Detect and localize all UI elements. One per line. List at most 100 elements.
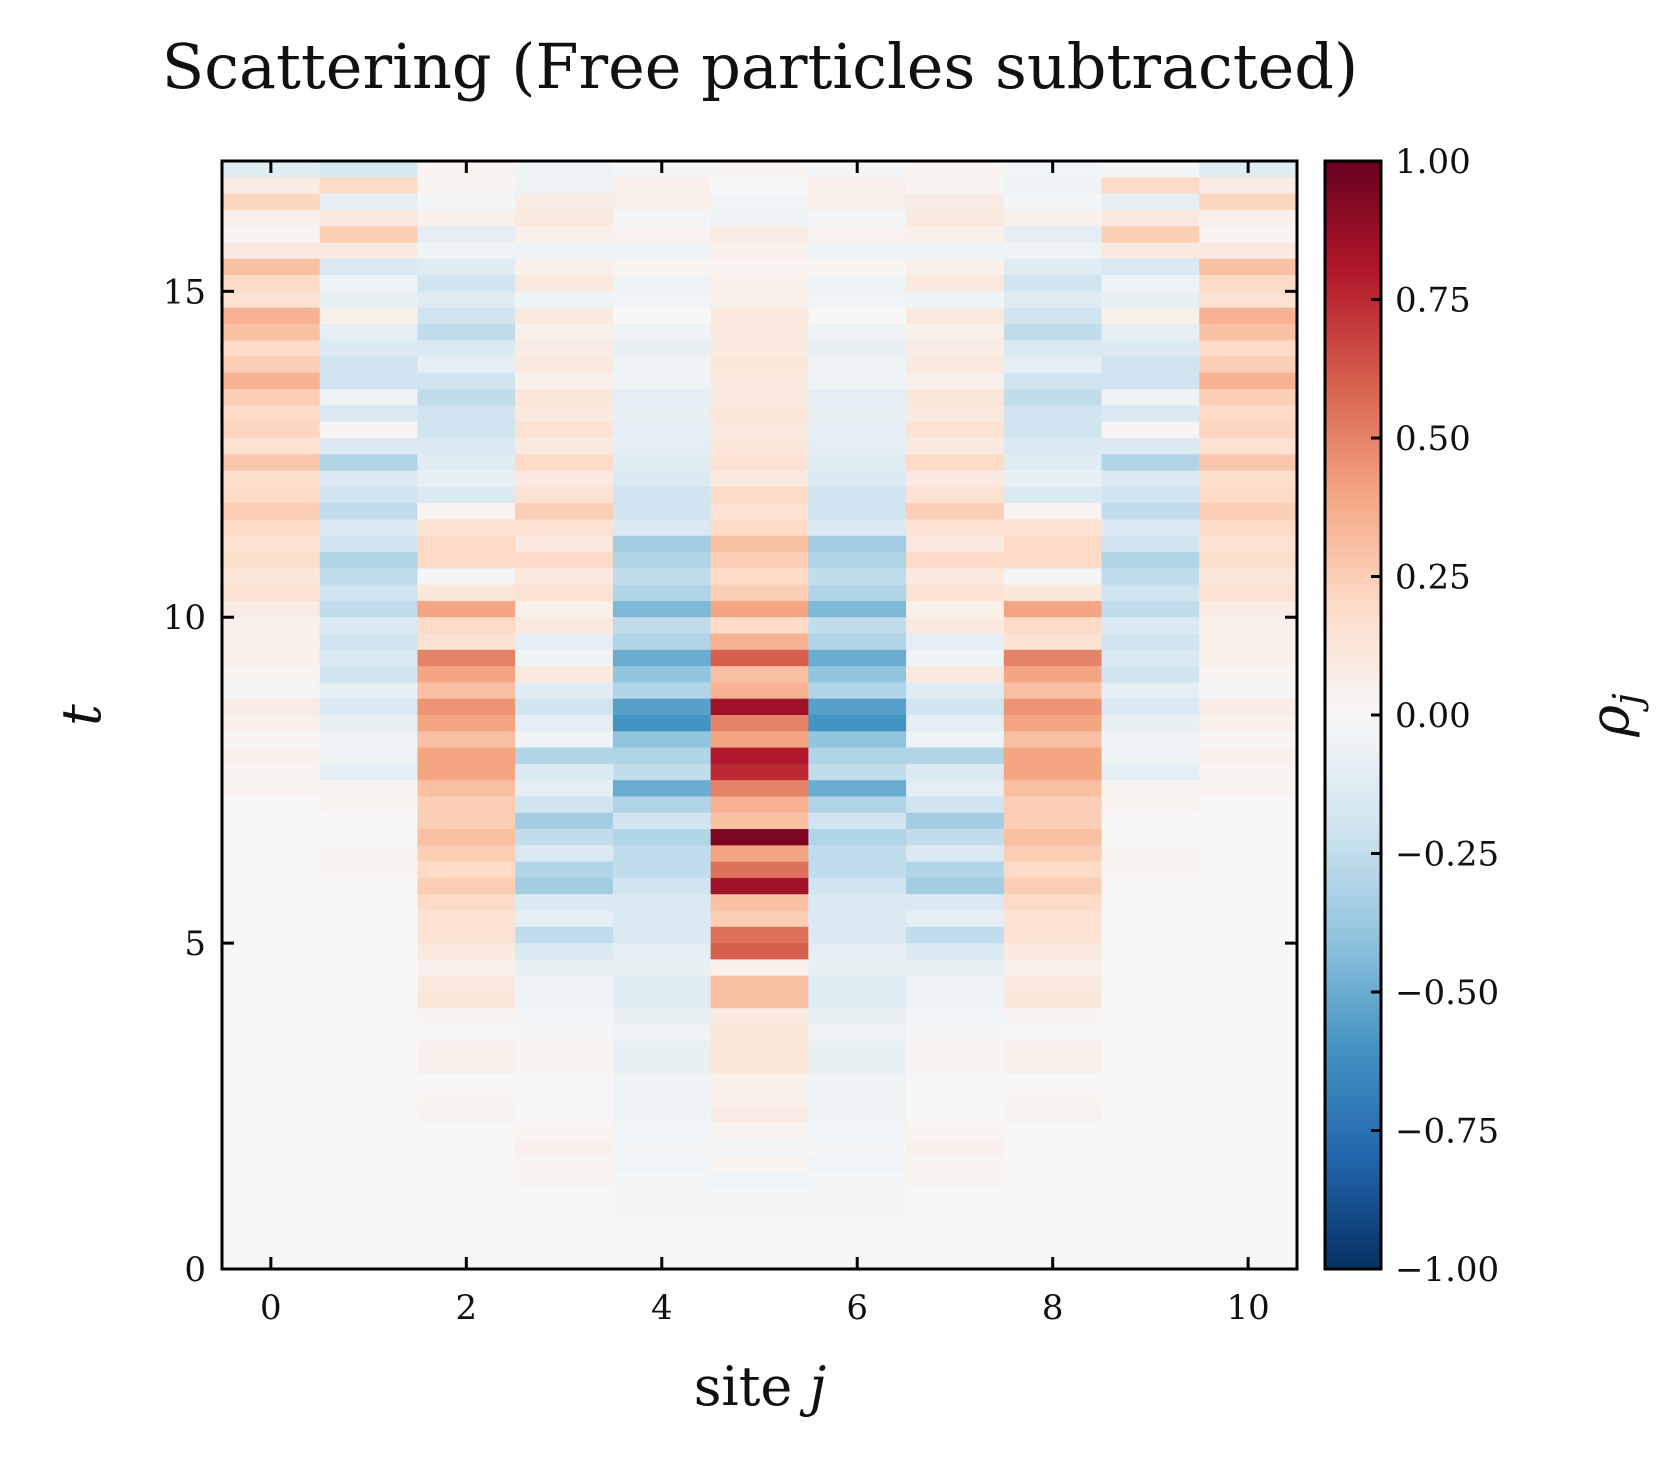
heatmap-cell: [319, 1203, 419, 1221]
heatmap-cell: [808, 666, 907, 684]
heatmap-cell: [319, 877, 419, 895]
heatmap-cell: [222, 1220, 321, 1238]
heatmap-cell: [906, 943, 1005, 961]
heatmap-cell: [1003, 209, 1103, 227]
heatmap-cell: [1199, 1187, 1298, 1205]
heatmap-cell: [1199, 943, 1298, 961]
heatmap-cell: [1101, 454, 1200, 472]
heatmap-cell: [515, 1040, 614, 1058]
heatmap-cell: [515, 731, 614, 749]
heatmap-cell: [1199, 1024, 1298, 1042]
heatmap-cell: [1199, 226, 1298, 244]
heatmap-cell: [906, 666, 1005, 684]
heatmap-cell: [1101, 340, 1200, 358]
heatmap-cell: [612, 568, 712, 586]
heatmap-cell: [612, 1073, 712, 1091]
colorbar-tick-label: −0.50: [1395, 973, 1499, 1013]
heatmap-cell: [906, 1089, 1005, 1107]
x-tick-label: 4: [651, 1288, 673, 1328]
heatmap-cell: [515, 959, 614, 977]
heatmap-cell: [710, 747, 809, 765]
heatmap-cell: [710, 389, 809, 407]
heatmap-cell: [906, 1220, 1005, 1238]
heatmap-cell: [319, 1171, 419, 1189]
heatmap-cell: [710, 1073, 809, 1091]
heatmap-cell: [1101, 1073, 1200, 1091]
heatmap-cell: [808, 340, 907, 358]
heatmap-cell: [1003, 535, 1103, 553]
heatmap-cell: [1003, 193, 1103, 211]
heatmap-cell: [710, 242, 809, 260]
heatmap-cell: [1199, 1203, 1298, 1221]
heatmap-cell: [1199, 763, 1298, 781]
heatmap-cell: [1199, 291, 1298, 309]
heatmap-cell: [515, 209, 614, 227]
heatmap-cell: [906, 552, 1005, 569]
heatmap-cell: [1003, 975, 1103, 993]
heatmap-cell: [906, 519, 1005, 537]
heatmap-cell: [808, 1089, 907, 1107]
heatmap-cell: [319, 1252, 419, 1270]
heatmap-cell: [1003, 698, 1103, 716]
heatmap-cell: [319, 438, 419, 455]
heatmap-cell: [417, 1106, 516, 1123]
heatmap-cell: [612, 959, 712, 977]
heatmap-cell: [1199, 193, 1298, 211]
heatmap-cell: [417, 633, 516, 651]
heatmap-cell: [808, 258, 907, 276]
heatmap-cell: [1199, 389, 1298, 407]
heatmap-cell: [1199, 731, 1298, 749]
heatmap-cell: [222, 633, 321, 651]
heatmap-cell: [1003, 877, 1103, 895]
heatmap-cell: [417, 780, 516, 798]
heatmap-cell: [906, 405, 1005, 423]
heatmap-cell: [808, 926, 907, 944]
heatmap-cell: [1003, 1236, 1103, 1254]
heatmap-cell: [417, 193, 516, 211]
heatmap-cell: [222, 503, 321, 521]
heatmap-cell: [808, 584, 907, 602]
heatmap-cell: [808, 193, 907, 211]
heatmap-cell: [1003, 600, 1103, 618]
heatmap-cell: [515, 503, 614, 521]
heatmap-cell: [1101, 552, 1200, 569]
heatmap-cell: [808, 307, 907, 325]
heatmap-cell: [1003, 796, 1103, 814]
heatmap-cell: [515, 633, 614, 651]
heatmap-cell: [319, 486, 419, 504]
heatmap-cell: [1199, 307, 1298, 325]
heatmap-cell: [710, 405, 809, 423]
heatmap-cell: [319, 992, 419, 1009]
heatmap-cell: [1003, 992, 1103, 1009]
heatmap-cell: [612, 943, 712, 961]
heatmap-cell: [710, 1203, 809, 1221]
heatmap-cell: [1003, 633, 1103, 651]
heatmap-cell: [319, 1122, 419, 1140]
heatmap-cell: [222, 340, 321, 358]
heatmap-cell: [319, 535, 419, 553]
heatmap-cell: [710, 470, 809, 488]
heatmap-cell: [222, 275, 321, 292]
heatmap-cell: [906, 209, 1005, 227]
heatmap-cell: [319, 715, 419, 732]
heatmap-cell: [906, 372, 1005, 390]
heatmap-cell: [1101, 1106, 1200, 1123]
heatmap-cell: [906, 780, 1005, 798]
heatmap-cell: [710, 698, 809, 716]
heatmap-cell: [222, 1008, 321, 1026]
heatmap-cell: [710, 275, 809, 292]
heatmap-cell: [612, 421, 712, 439]
heatmap-cell: [222, 519, 321, 537]
heatmap-cell: [1199, 992, 1298, 1009]
heatmap-cell: [222, 568, 321, 586]
heatmap-cell: [1003, 307, 1103, 325]
heatmap-cell: [1003, 519, 1103, 537]
heatmap-cell: [612, 1138, 712, 1156]
heatmap-cell: [808, 356, 907, 374]
heatmap-cell: [515, 470, 614, 488]
heatmap-cell: [222, 1024, 321, 1042]
heatmap-cell: [1101, 1154, 1200, 1172]
heatmap-cell: [808, 910, 907, 928]
heatmap-cell: [417, 829, 516, 846]
heatmap-cell: [710, 633, 809, 651]
